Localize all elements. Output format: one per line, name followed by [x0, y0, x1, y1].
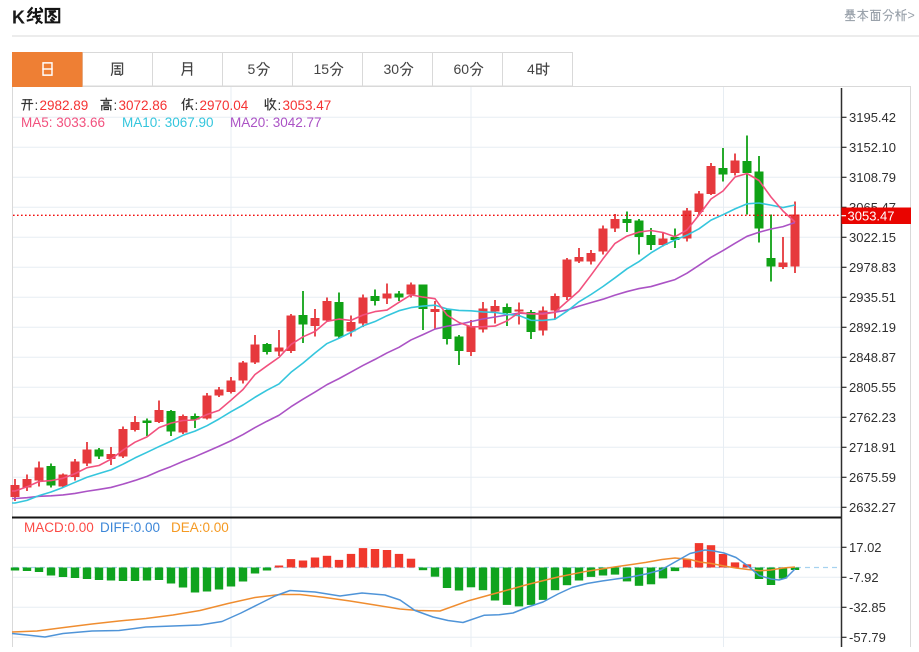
svg-text:MA20: 3042.77: MA20: 3042.77: [230, 115, 322, 130]
svg-text:2632.27: 2632.27: [849, 500, 896, 515]
svg-text:DEA:0.00: DEA:0.00: [171, 520, 229, 535]
svg-text:K: K: [12, 8, 25, 28]
svg-text:MA5: 3033.66: MA5: 3033.66: [21, 115, 105, 130]
svg-text:2675.59: 2675.59: [849, 470, 896, 485]
svg-text:3053.47: 3053.47: [283, 98, 332, 113]
svg-text:2970.04: 2970.04: [200, 98, 249, 113]
svg-text:DIFF:0.00: DIFF:0.00: [100, 520, 160, 535]
svg-text:30: 30: [384, 61, 400, 77]
svg-text::: :: [278, 98, 282, 113]
svg-text:3108.79: 3108.79: [849, 170, 896, 185]
svg-text:3195.42: 3195.42: [849, 110, 896, 125]
svg-text:2805.55: 2805.55: [849, 380, 896, 395]
svg-text:2978.83: 2978.83: [849, 260, 896, 275]
svg-text:2935.51: 2935.51: [849, 290, 896, 305]
svg-text:-57.79: -57.79: [849, 630, 886, 645]
svg-text:-7.92: -7.92: [849, 570, 879, 585]
svg-text:2848.87: 2848.87: [849, 350, 896, 365]
svg-text:60: 60: [454, 61, 470, 77]
svg-text:2892.19: 2892.19: [849, 320, 896, 335]
svg-text:3053.47: 3053.47: [848, 209, 895, 224]
svg-text:2718.91: 2718.91: [849, 440, 896, 455]
svg-text:4: 4: [527, 61, 535, 77]
svg-text:-32.85: -32.85: [849, 600, 886, 615]
svg-text:>: >: [908, 9, 915, 23]
svg-text:MA10: 3067.90: MA10: 3067.90: [122, 115, 214, 130]
svg-text:5: 5: [248, 61, 256, 77]
svg-text:3022.15: 3022.15: [849, 230, 896, 245]
svg-text:15: 15: [314, 61, 330, 77]
svg-text:3152.10: 3152.10: [849, 140, 896, 155]
svg-text:MACD:0.00: MACD:0.00: [24, 520, 94, 535]
svg-text::: :: [114, 98, 118, 113]
svg-text:2982.89: 2982.89: [40, 98, 89, 113]
svg-text::: :: [195, 98, 199, 113]
svg-text::: :: [35, 98, 39, 113]
svg-text:3072.86: 3072.86: [119, 98, 168, 113]
svg-text:17.02: 17.02: [849, 540, 882, 555]
svg-text:2762.23: 2762.23: [849, 410, 896, 425]
